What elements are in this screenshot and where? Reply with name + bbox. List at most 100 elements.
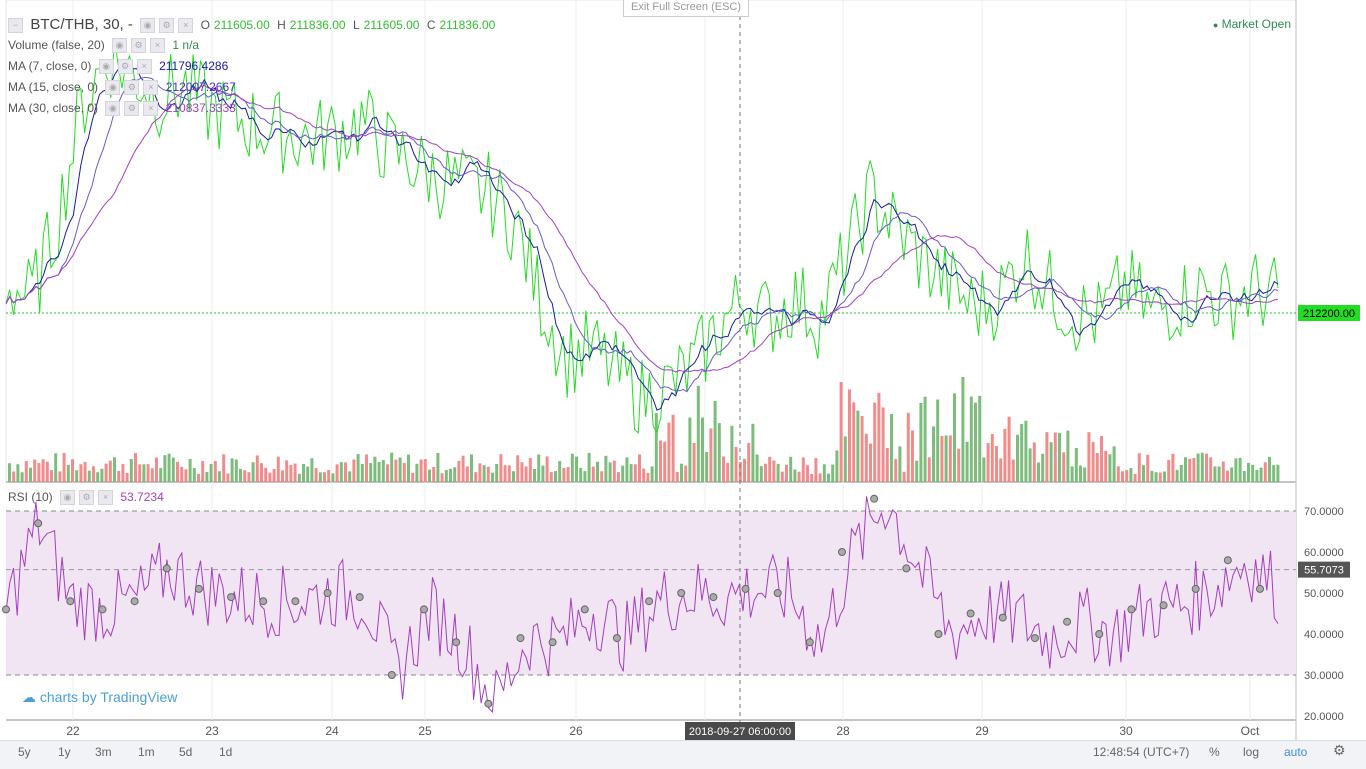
volume-bar <box>1066 430 1070 482</box>
close-icon[interactable]: × <box>98 490 114 506</box>
indicator-ma15[interactable]: MA (15, close, 0) ◉ ⚙ × 212007.2667 <box>8 80 240 96</box>
eye-icon[interactable]: ◉ <box>105 80 121 96</box>
volume-bar <box>810 473 814 482</box>
volume-bar <box>297 473 301 482</box>
eye-icon[interactable]: ◉ <box>105 101 121 117</box>
volume-bar <box>449 468 452 482</box>
rsi-band <box>6 511 1296 675</box>
exit-fullscreen-button[interactable]: Exit Full Screen (ESC) <box>623 0 749 17</box>
eye-icon[interactable]: ◉ <box>98 59 114 75</box>
indicator-volume[interactable]: Volume (false, 20) ◉ ⚙ × 1 n/a <box>8 38 203 54</box>
volume-bar <box>167 453 171 482</box>
gear-icon[interactable]: ⚙ <box>124 101 140 117</box>
close-icon[interactable]: × <box>150 38 166 54</box>
collapse-icon[interactable]: − <box>8 18 23 34</box>
volume-bar <box>1032 442 1036 482</box>
volume-bar <box>692 443 696 482</box>
volume-bar <box>390 452 394 482</box>
volume-bar <box>843 436 847 482</box>
open-value: 211605.00 <box>213 18 270 32</box>
low-value: 211605.00 <box>363 18 420 32</box>
volume-bar <box>1188 458 1192 482</box>
volume-bar <box>184 469 188 482</box>
rsi-marker <box>1063 617 1072 626</box>
auto-toggle[interactable]: auto <box>1284 745 1308 759</box>
volume-bar <box>612 460 616 482</box>
volume-bar <box>1259 467 1263 482</box>
tradingview-brand[interactable]: ☁ charts by TradingView <box>22 689 177 706</box>
close-icon[interactable]: × <box>178 18 194 34</box>
volume-bars <box>8 377 1280 482</box>
eye-icon[interactable]: ◉ <box>60 490 76 506</box>
volume-bar <box>163 455 167 482</box>
rsi-marker <box>1095 630 1104 638</box>
volume-bar <box>377 462 381 482</box>
rsi-marker <box>838 548 846 556</box>
volume-bar <box>398 457 402 482</box>
volume-bar <box>776 463 780 482</box>
timeframe-3m[interactable]: 3m <box>95 745 112 759</box>
volume-bar <box>747 442 751 482</box>
close-icon[interactable]: × <box>143 80 159 96</box>
volume-bar <box>822 464 826 482</box>
volume-bar <box>596 461 599 482</box>
x-tick-label: 23 <box>205 724 219 738</box>
volume-bar <box>373 456 377 482</box>
indicator-ma7[interactable]: MA (7, close, 0) ◉ ⚙ × 211796.4286 <box>8 59 232 75</box>
volume-bar <box>999 458 1003 482</box>
indicator-label: Volume (false, 20) <box>8 38 105 52</box>
indicator-rsi[interactable]: RSI (10) ◉ ⚙ × 53.7234 <box>8 490 168 506</box>
volume-bar <box>402 462 406 482</box>
volume-bar <box>491 472 494 482</box>
volume-bar <box>83 461 87 482</box>
rsi-tag-bg <box>1298 561 1350 578</box>
log-toggle[interactable]: log <box>1243 745 1260 759</box>
timeframe-1d[interactable]: 1d <box>219 745 233 759</box>
timeframe-5d[interactable]: 5d <box>179 745 193 759</box>
gear-icon[interactable]: ⚙ <box>159 18 175 34</box>
x-tick-label: 30 <box>1119 724 1133 738</box>
timeframe-5y[interactable]: 5y <box>18 745 31 759</box>
volume-bar <box>1116 466 1120 482</box>
volume-bar <box>608 462 612 482</box>
rsi-marker <box>194 584 203 593</box>
rsi-tick-label: 30.0000 <box>1304 670 1344 682</box>
volume-bar <box>255 455 259 482</box>
settings-gear-icon[interactable]: ⚙ <box>1333 742 1346 758</box>
volume-bar <box>87 470 91 482</box>
volume-bar <box>974 402 977 482</box>
close-icon[interactable]: × <box>136 59 152 75</box>
volume-bar <box>230 458 234 482</box>
gear-icon[interactable]: ⚙ <box>131 38 147 54</box>
close-icon[interactable]: × <box>143 101 159 117</box>
rsi-marker <box>1223 556 1232 565</box>
rsi-marker <box>580 605 589 614</box>
rsi-marker <box>130 597 139 606</box>
volume-bar <box>558 461 562 482</box>
indicator-value: 1 n/a <box>172 38 200 52</box>
eye-icon[interactable]: ◉ <box>140 18 156 34</box>
high-label: H <box>277 18 286 32</box>
eye-icon[interactable]: ◉ <box>112 38 128 54</box>
gear-icon[interactable]: ⚙ <box>79 490 95 506</box>
indicator-value: 211796.4286 <box>159 59 229 73</box>
volume-bar <box>927 457 931 482</box>
volume-bar <box>524 466 528 482</box>
rsi-marker <box>645 597 654 606</box>
gear-icon[interactable]: ⚙ <box>117 59 133 75</box>
volume-bar <box>188 458 192 482</box>
volume-bar <box>554 471 557 482</box>
indicator-ma30[interactable]: MA (30, close, 0) ◉ ⚙ × 210837.3333 <box>8 101 240 117</box>
ma7-line <box>5 68 1279 411</box>
volume-bar <box>562 467 566 482</box>
volume-bar <box>108 460 112 482</box>
volume-bar <box>75 470 79 482</box>
volume-bar <box>604 455 608 482</box>
gear-icon[interactable]: ⚙ <box>124 80 140 96</box>
timeframe-1y[interactable]: 1y <box>58 745 71 759</box>
percent-toggle[interactable]: % <box>1209 745 1220 759</box>
indicator-value: 210837.3333 <box>165 101 236 115</box>
volume-bar <box>831 464 835 482</box>
timeframe-1m[interactable]: 1m <box>138 745 155 759</box>
